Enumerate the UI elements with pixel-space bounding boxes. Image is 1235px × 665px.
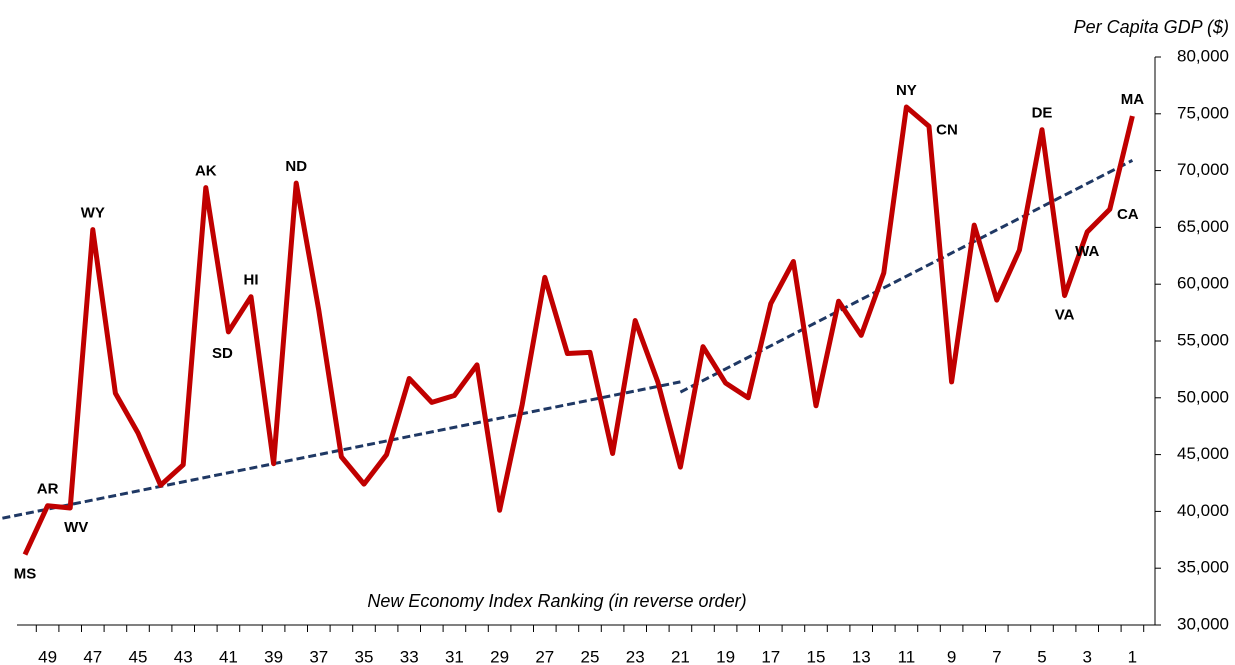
x-tick-label: 27 <box>535 647 554 665</box>
point-label: CN <box>936 121 958 138</box>
y-tick-label: 70,000 <box>1177 160 1229 179</box>
x-tick-label: 9 <box>947 647 956 665</box>
x-tick-label: 35 <box>355 647 374 665</box>
point-label: VA <box>1055 307 1075 324</box>
y-tick-label: 65,000 <box>1177 217 1229 236</box>
point-label: DE <box>1032 105 1053 122</box>
x-tick-label: 21 <box>671 647 690 665</box>
data-line <box>22 104 1135 556</box>
x-tick-label: 13 <box>852 647 871 665</box>
x-tick-label: 1 <box>1128 647 1137 665</box>
x-tick-label: 5 <box>1037 647 1046 665</box>
x-tick-label: 11 <box>898 647 916 665</box>
x-tick-label: 47 <box>83 647 102 665</box>
y-axis-title: Per Capita GDP ($) <box>1074 17 1229 37</box>
x-tick-label: 41 <box>219 647 238 665</box>
point-label: WY <box>81 205 105 222</box>
point-label: SD <box>212 345 233 362</box>
point-label: WV <box>64 519 88 536</box>
x-tick-label: 45 <box>129 647 148 665</box>
x-tick-label: 19 <box>716 647 735 665</box>
point-label: ND <box>285 158 307 175</box>
x-tick-label: 7 <box>992 647 1001 665</box>
point-label: NY <box>896 82 917 99</box>
x-tick-label: 15 <box>807 647 826 665</box>
y-tick-label: 50,000 <box>1177 387 1229 406</box>
x-tick-label: 43 <box>174 647 193 665</box>
x-tick-label: 49 <box>38 647 57 665</box>
trend-line <box>2 380 681 520</box>
x-tick-label: 17 <box>761 647 780 665</box>
y-tick-label: 40,000 <box>1177 501 1229 520</box>
x-axis-title: New Economy Index Ranking (in reverse or… <box>367 591 746 611</box>
x-tick-label: 3 <box>1082 647 1091 665</box>
x-tick-label: 31 <box>445 647 464 665</box>
point-label: MS <box>14 566 37 583</box>
y-tick-label: 55,000 <box>1177 330 1229 349</box>
point-label: AR <box>37 481 59 498</box>
x-tick-label: 23 <box>626 647 645 665</box>
x-tick-label: 33 <box>400 647 419 665</box>
trend-line <box>679 159 1134 394</box>
point-label: CA <box>1117 206 1139 223</box>
point-label: AK <box>195 163 217 180</box>
x-tick-label: 29 <box>490 647 509 665</box>
point-label: HI <box>244 272 259 289</box>
y-tick-label: 80,000 <box>1177 46 1229 65</box>
x-tick-label: 39 <box>264 647 283 665</box>
y-tick-label: 60,000 <box>1177 274 1229 293</box>
x-tick-label: 37 <box>309 647 328 665</box>
y-tick-label: 35,000 <box>1177 558 1229 577</box>
point-label: MA <box>1121 91 1144 108</box>
x-tick-label: 25 <box>581 647 600 665</box>
y-tick-label: 45,000 <box>1177 444 1229 463</box>
y-tick-label: 30,000 <box>1177 614 1229 633</box>
y-tick-label: 75,000 <box>1177 103 1229 122</box>
point-label: WA <box>1075 243 1099 260</box>
